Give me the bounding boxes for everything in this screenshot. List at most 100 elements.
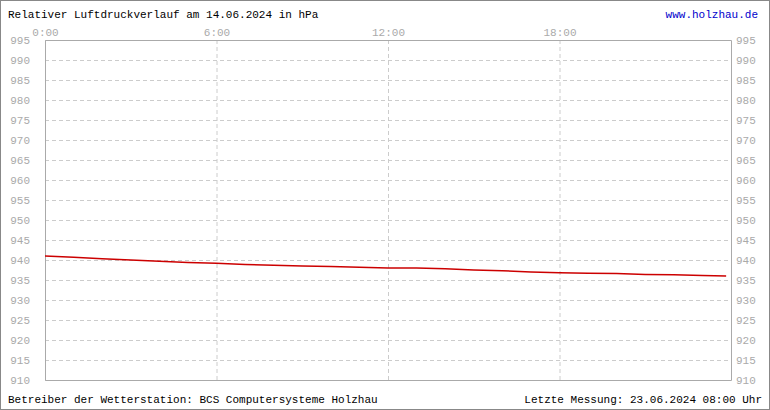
- tick: 995: [731, 35, 756, 47]
- tick: 990: [731, 55, 756, 67]
- tick-label: 965: [736, 155, 756, 167]
- pressure-line: [45, 256, 726, 276]
- y-axis-right: 910 915 920 925 930 935 940 945 950 955 960 965 970 9…: [731, 35, 756, 387]
- tick-label: 975: [736, 115, 756, 127]
- tick-label: 970: [736, 135, 756, 147]
- tick-label: 965: [10, 155, 30, 167]
- tick-label: 985: [10, 75, 30, 87]
- tick: 915: [10, 355, 45, 367]
- grid-line: [45, 40, 46, 380]
- tick-label: 960: [736, 175, 756, 187]
- tick-label: 930: [10, 295, 30, 307]
- tick: 980: [10, 95, 45, 107]
- tick-label: 940: [736, 255, 756, 267]
- tick-label: 995: [736, 35, 756, 47]
- grid-line: [45, 220, 731, 221]
- tick: 955: [10, 195, 45, 207]
- tick-label: 970: [10, 135, 30, 147]
- tick: 940: [731, 255, 756, 267]
- tick-label: 960: [10, 175, 30, 187]
- tick-label: 975: [10, 115, 30, 127]
- tick: 945: [731, 235, 756, 247]
- grid-line: [45, 60, 731, 61]
- tick: 920: [731, 335, 756, 347]
- tick-label: 12:00: [372, 27, 405, 39]
- axis-line: [46, 380, 732, 381]
- grid-line: [45, 200, 731, 201]
- tick: 950: [10, 215, 45, 227]
- url: www.holzhau.de: [666, 9, 758, 21]
- tick: 18:00: [543, 27, 576, 40]
- x-axis-top: 0:00 6:00 12:00 18:00: [32, 27, 731, 41]
- tick: 920: [10, 335, 45, 347]
- tick: 985: [10, 75, 45, 87]
- tick-label: 980: [736, 95, 756, 107]
- tick: 935: [731, 275, 756, 287]
- y-axis-left: 910 915 920 925 930 935 940 945 950 955 960 965 970 9…: [10, 35, 45, 387]
- tick: 925: [10, 315, 45, 327]
- tick-label: 945: [10, 235, 30, 247]
- grid: [45, 40, 731, 381]
- tick: 970: [731, 135, 756, 147]
- grid-line: [45, 360, 731, 361]
- tick-label: 0:00: [32, 27, 58, 39]
- tick: 975: [731, 115, 756, 127]
- tick-label: 995: [10, 35, 30, 47]
- tick-label: 925: [10, 315, 30, 327]
- grid-line: [45, 80, 731, 81]
- tick: 915: [731, 355, 756, 367]
- tick: 935: [10, 275, 45, 287]
- tick-label: 955: [736, 195, 756, 207]
- tick-label: 935: [10, 275, 30, 287]
- axis-line: [45, 41, 46, 381]
- footer-left: Betreiber der Wetterstation: BCS Compute…: [8, 394, 378, 406]
- tick-label: 6:00: [204, 27, 230, 39]
- title: Relativer Luftdruckverlauf am 14.06.2024…: [8, 9, 319, 21]
- grid-line: [45, 380, 731, 381]
- tick: 980: [731, 95, 756, 107]
- grid-line: [45, 340, 731, 341]
- tick: 985: [731, 75, 756, 87]
- tick: 965: [10, 155, 45, 167]
- tick: 930: [731, 295, 756, 307]
- tick-label: 920: [10, 335, 30, 347]
- footer-right: Letzte Messung: 23.06.2024 08:00 Uhr: [524, 394, 762, 406]
- tick: 6:00: [204, 27, 230, 40]
- tick-label: 930: [736, 295, 756, 307]
- tick: 910: [731, 375, 756, 387]
- tick-label: 950: [10, 215, 30, 227]
- tick: 990: [10, 55, 45, 67]
- tick-label: 950: [736, 215, 756, 227]
- frame: [1, 1, 770, 410]
- tick-label: 940: [10, 255, 30, 267]
- tick-label: 945: [736, 235, 756, 247]
- tick-label: 980: [10, 95, 30, 107]
- axis-line: [731, 41, 732, 381]
- tick-label: 925: [736, 315, 756, 327]
- grid-line: [560, 40, 561, 380]
- tick-label: 915: [736, 355, 756, 367]
- tick-label: 910: [10, 375, 30, 387]
- tick-label: 915: [10, 355, 30, 367]
- tick: 955: [731, 195, 756, 207]
- tick-label: 985: [736, 75, 756, 87]
- tick: 925: [731, 315, 756, 327]
- tick: 12:00: [372, 27, 405, 40]
- tick-label: 910: [736, 375, 756, 387]
- tick: 970: [10, 135, 45, 147]
- tick: 910: [10, 375, 45, 387]
- tick-label: 990: [10, 55, 30, 67]
- x-axis-bottom: [46, 380, 732, 381]
- plot-area: [45, 256, 726, 276]
- tick-label: 955: [10, 195, 30, 207]
- chart: 910 915 920 925 930 935 940 945 950 955 960 965 970 9…: [0, 0, 770, 410]
- tick: 960: [731, 175, 756, 187]
- grid-line: [217, 40, 218, 380]
- tick: 950: [731, 215, 756, 227]
- tick-label: 990: [736, 55, 756, 67]
- tick: 945: [10, 235, 45, 247]
- tick: 940: [10, 255, 45, 267]
- tick: 965: [731, 155, 756, 167]
- tick: 960: [10, 175, 45, 187]
- tick-label: 935: [736, 275, 756, 287]
